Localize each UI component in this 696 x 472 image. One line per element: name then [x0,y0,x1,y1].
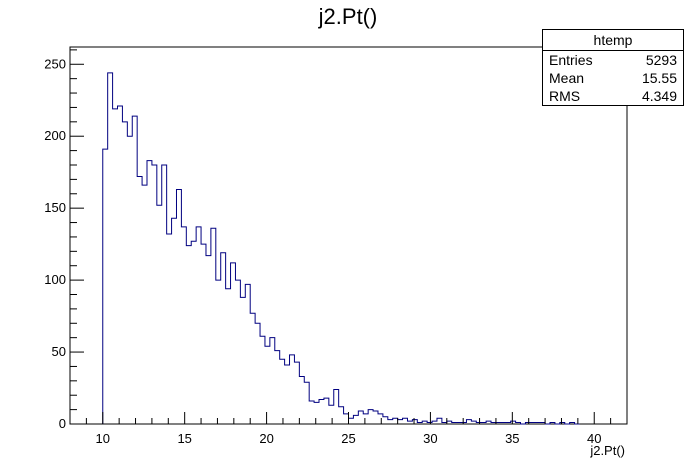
histogram-bars [102,72,580,425]
histogram-bin [398,420,403,424]
histogram-bin [118,106,123,424]
histogram-bin [383,417,388,424]
histogram-bin [437,418,442,424]
histogram-bin [127,136,132,424]
histogram-bin [319,400,324,424]
stats-value: 15.55 [641,70,677,86]
histogram-bin [358,411,363,424]
histogram-bin [393,418,398,424]
histogram-bin [221,253,226,424]
chart-title: j2.Pt() [318,4,378,29]
histogram-bin [250,313,255,424]
histogram-bin [265,346,270,424]
histogram-bin [275,351,280,424]
x-tick-label: 10 [96,431,110,446]
histogram-bin [181,227,186,424]
stats-key: RMS [549,88,581,104]
histogram-bin [260,336,265,424]
histogram-bin [339,407,344,424]
histogram-bin [373,411,378,424]
histogram-bin [231,263,236,424]
x-axis-label: j2.Pt() [589,443,625,458]
y-tick-label: 50 [52,344,66,359]
histogram-bin [108,73,113,424]
y-axis: 0 50 100 150 200 250 [44,49,84,431]
x-tick-label: 30 [423,431,437,446]
stats-key: Mean [549,70,585,86]
x-tick-label: 35 [505,431,519,446]
stats-row-entries: Entries 5293 [543,51,683,69]
histogram-bin [142,185,147,424]
histogram-bin [167,234,172,424]
histogram-bin [255,323,260,424]
histogram-bin [122,122,127,424]
x-tick-label: 20 [259,431,273,446]
histogram-bin [245,284,250,424]
histogram-bin [191,241,196,424]
histogram-bin [172,218,177,424]
stats-key: Entries [549,52,593,68]
histogram-bin [240,297,245,424]
histogram-bin [388,420,393,424]
histogram-bin [270,338,275,424]
histogram-outline [102,72,580,425]
histogram-bin [466,420,471,424]
histogram-bin [314,402,319,424]
histogram-bin [226,289,231,424]
y-tick-label: 100 [44,272,66,287]
y-tick-label: 250 [44,56,66,71]
histogram-bin [147,161,152,424]
histogram-bin [324,398,329,424]
y-tick-label: 0 [59,416,66,431]
histogram-bin [344,414,349,424]
histogram-bin [378,414,383,424]
histogram-bin [349,418,354,424]
x-tick-label: 40 [587,431,601,446]
histogram-bin [132,116,137,424]
histogram-bin [329,405,334,424]
histogram-bin [152,165,157,424]
stats-box: htemp Entries 5293 Mean 15.55 RMS 4.349 [542,29,684,106]
histogram-bin [290,355,295,424]
histogram-bin [211,228,216,424]
histogram-bin [137,177,142,424]
histogram-bin [294,362,299,424]
histogram-bin [353,415,358,424]
histogram-bin [403,418,408,424]
histogram-bin [176,189,181,424]
histogram-bin [304,382,309,424]
stats-row-rms: RMS 4.349 [543,87,683,105]
stats-value: 5293 [645,52,677,68]
histogram-bin [235,280,240,424]
histogram-bin [206,256,211,424]
stats-row-mean: Mean 15.55 [543,69,683,87]
y-tick-label: 150 [44,200,66,215]
x-tick-label: 25 [341,431,355,446]
histogram-bin [157,205,162,424]
histogram-bin [368,410,373,424]
histogram-bin [280,359,285,424]
histogram-bin [162,165,167,424]
stats-value: 4.349 [641,88,677,104]
histogram-bin [196,227,201,424]
stats-box-title: htemp [543,30,683,51]
y-tick-label: 200 [44,128,66,143]
histogram-bin [299,377,304,424]
x-axis: 10 15 20 25 30 35 40 [69,412,628,446]
x-tick-label: 15 [177,431,191,446]
histogram-bin [186,246,191,424]
histogram-bin [285,365,290,424]
histogram-bin [363,414,368,424]
histogram-bin [412,420,417,424]
histogram-bin [201,244,206,424]
histogram-bin [334,389,339,424]
histogram-bin [113,109,118,424]
histogram-bin [216,280,221,424]
histogram-bin [309,401,314,424]
histogram-bin [103,149,108,424]
